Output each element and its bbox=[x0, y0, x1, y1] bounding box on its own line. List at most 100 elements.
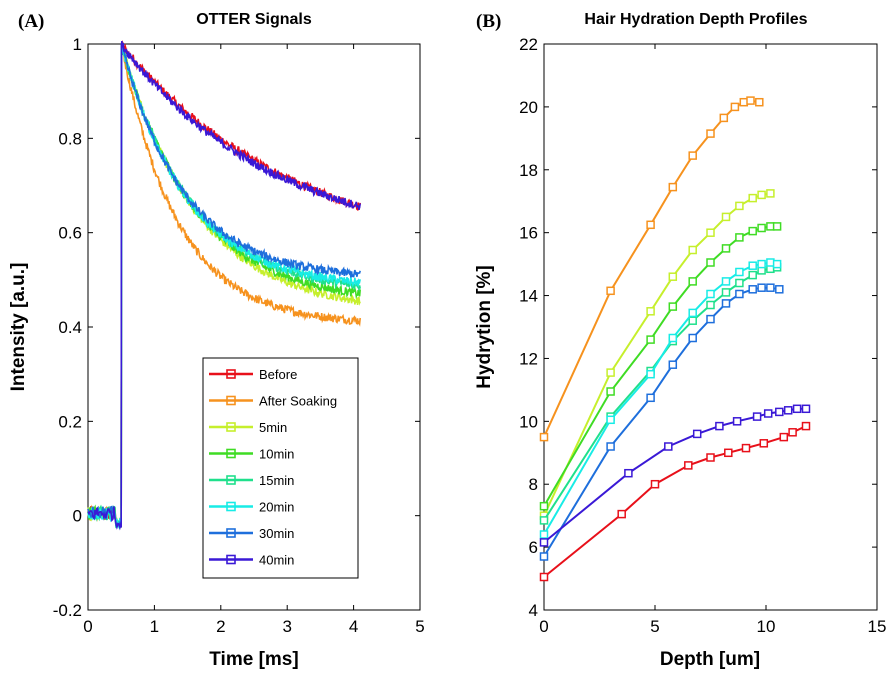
panel-b-xtick-label: 5 bbox=[650, 617, 659, 636]
panel-b-data-point bbox=[646, 393, 655, 403]
panel-b-data-point bbox=[688, 308, 697, 318]
panel-a-xtick-label: 3 bbox=[282, 617, 291, 636]
panel-b-ytick-label: 4 bbox=[529, 601, 538, 620]
legend-swatch-marker bbox=[226, 422, 236, 432]
panel-b-data-point bbox=[606, 368, 615, 377]
panel-b-data-point bbox=[706, 453, 715, 462]
legend-label: 30min bbox=[259, 526, 294, 541]
panel-b-data-point bbox=[539, 432, 549, 442]
panel-a-series-line-7 bbox=[87, 40, 361, 531]
panel-b-data-point bbox=[706, 314, 715, 324]
panel-b-data-point bbox=[724, 448, 733, 458]
panel-a-xtick-label: 1 bbox=[150, 617, 159, 636]
legend-swatch-marker bbox=[226, 369, 236, 379]
panel-b-data-point bbox=[721, 277, 731, 286]
panel-b-data-point bbox=[706, 129, 715, 138]
panel-b-data-point bbox=[766, 283, 775, 292]
panel-b-data-point bbox=[684, 461, 693, 470]
panel-b-data-point bbox=[539, 552, 549, 561]
panel-a-xtick-label: 2 bbox=[216, 617, 225, 636]
panel-b-data-point bbox=[741, 443, 751, 453]
panel-b-data-point bbox=[735, 289, 744, 299]
panel-b-data-point bbox=[668, 182, 678, 192]
panel-b-data-point bbox=[801, 421, 811, 431]
panel-a-legend: Before After Soaking 5min 10min 15min 20min 30… bbox=[202, 357, 359, 579]
panel-b-data-point bbox=[617, 509, 626, 519]
panel-b-data-point bbox=[606, 286, 615, 296]
legend-swatch-marker bbox=[226, 475, 236, 485]
panel-b: (B) Hair Hydration Depth Profiles 0 5 10 15… bbox=[474, 11, 886, 670]
panel-b-data-point bbox=[792, 404, 802, 414]
legend-label: 10min bbox=[259, 447, 294, 462]
panel-b-xlabel: Depth [um] bbox=[660, 649, 760, 670]
panel-b-data-point bbox=[801, 404, 811, 414]
panel-b-axes-box bbox=[543, 43, 878, 611]
panel-a-title: OTTER Signals bbox=[196, 11, 312, 28]
panel-b-data-point bbox=[688, 277, 697, 286]
panel-b-data-point bbox=[706, 228, 715, 237]
panel-b-data-point bbox=[624, 468, 633, 478]
panel-b-data-point bbox=[539, 501, 549, 511]
panel-b-data-point bbox=[606, 415, 615, 425]
panel-a-ylabel: Intensity [a.u.] bbox=[8, 263, 29, 392]
panel-b-ytick-label: 18 bbox=[519, 161, 538, 180]
panel-b-data-point bbox=[772, 222, 782, 231]
panel-b-data-point bbox=[748, 261, 757, 270]
panel-b-data-point bbox=[752, 412, 762, 421]
panel-b-data-point bbox=[748, 270, 757, 280]
panel-b-data-point bbox=[775, 407, 784, 417]
panel-b-data-point bbox=[766, 189, 775, 198]
panel-b-data-point bbox=[539, 516, 549, 525]
panel-b-data-point bbox=[668, 360, 678, 369]
panel-b-data-point bbox=[721, 288, 731, 297]
panel-b-data-point bbox=[763, 409, 773, 418]
panel-a-xtick-label: 0 bbox=[83, 617, 92, 636]
panel-b-ytick-label: 12 bbox=[519, 349, 538, 368]
panel-b-data-point bbox=[646, 220, 655, 230]
panel-b-series bbox=[539, 96, 811, 582]
panel-b-data-point bbox=[757, 223, 766, 233]
panel-b-data-point bbox=[668, 333, 678, 343]
panel-b-data-point bbox=[606, 442, 615, 451]
panel-a-label: (A) bbox=[18, 11, 44, 32]
legend-swatch-marker bbox=[226, 448, 236, 459]
panel-b-label: (B) bbox=[476, 11, 501, 32]
legend-box bbox=[202, 357, 359, 579]
panel-b-data-point bbox=[735, 233, 744, 242]
panel-b-data-point bbox=[748, 285, 757, 294]
panel-b-data-point bbox=[721, 299, 731, 308]
panel-b-ticks: 0 5 10 15 4 6 8 10 12 14 16 18 20 22 bbox=[519, 35, 886, 636]
panel-a-ytick-label: 0.4 bbox=[58, 318, 82, 337]
legend-swatch-marker bbox=[226, 554, 236, 565]
panel-a-ytick-label: 0.6 bbox=[58, 224, 82, 243]
panel-b-data-point bbox=[775, 285, 784, 294]
panel-b-ytick-label: 20 bbox=[519, 98, 538, 117]
panel-b-data-point bbox=[735, 278, 744, 288]
panel-b-ytick-label: 8 bbox=[529, 475, 538, 494]
panel-b-data-point bbox=[757, 283, 766, 292]
panel-b-data-point bbox=[606, 387, 615, 396]
legend-label: Before bbox=[259, 367, 297, 382]
panel-b-ylabel: Hydrytion [%] bbox=[474, 265, 495, 389]
panel-b-data-point bbox=[772, 259, 782, 269]
panel-a-ytick-label: -0.2 bbox=[53, 601, 82, 620]
panel-b-data-point bbox=[721, 244, 731, 253]
panel-b-data-point bbox=[730, 102, 740, 112]
panel-b-ytick-label: 10 bbox=[519, 412, 538, 431]
panel-b-data-point bbox=[788, 428, 797, 437]
panel-a-xtick-label: 5 bbox=[415, 617, 424, 636]
legend-label: 20min bbox=[259, 500, 294, 515]
legend-swatch-marker bbox=[226, 528, 236, 538]
legend-swatch-marker bbox=[226, 395, 236, 406]
panel-b-data-point bbox=[706, 300, 715, 310]
panel-b-xtick-label: 0 bbox=[539, 617, 548, 636]
panel-a-series-line-1 bbox=[87, 40, 361, 528]
panel-b-ytick-label: 14 bbox=[519, 287, 538, 306]
panel-a-xlabel: Time [ms] bbox=[209, 649, 298, 670]
panel-b-data-point bbox=[692, 429, 702, 439]
panel-b-data-point bbox=[735, 267, 744, 277]
panel-b-data-point bbox=[668, 272, 678, 281]
panel-b-data-point bbox=[719, 113, 729, 123]
panel-b-ytick-label: 16 bbox=[519, 224, 538, 243]
panel-b-data-point bbox=[706, 258, 715, 267]
